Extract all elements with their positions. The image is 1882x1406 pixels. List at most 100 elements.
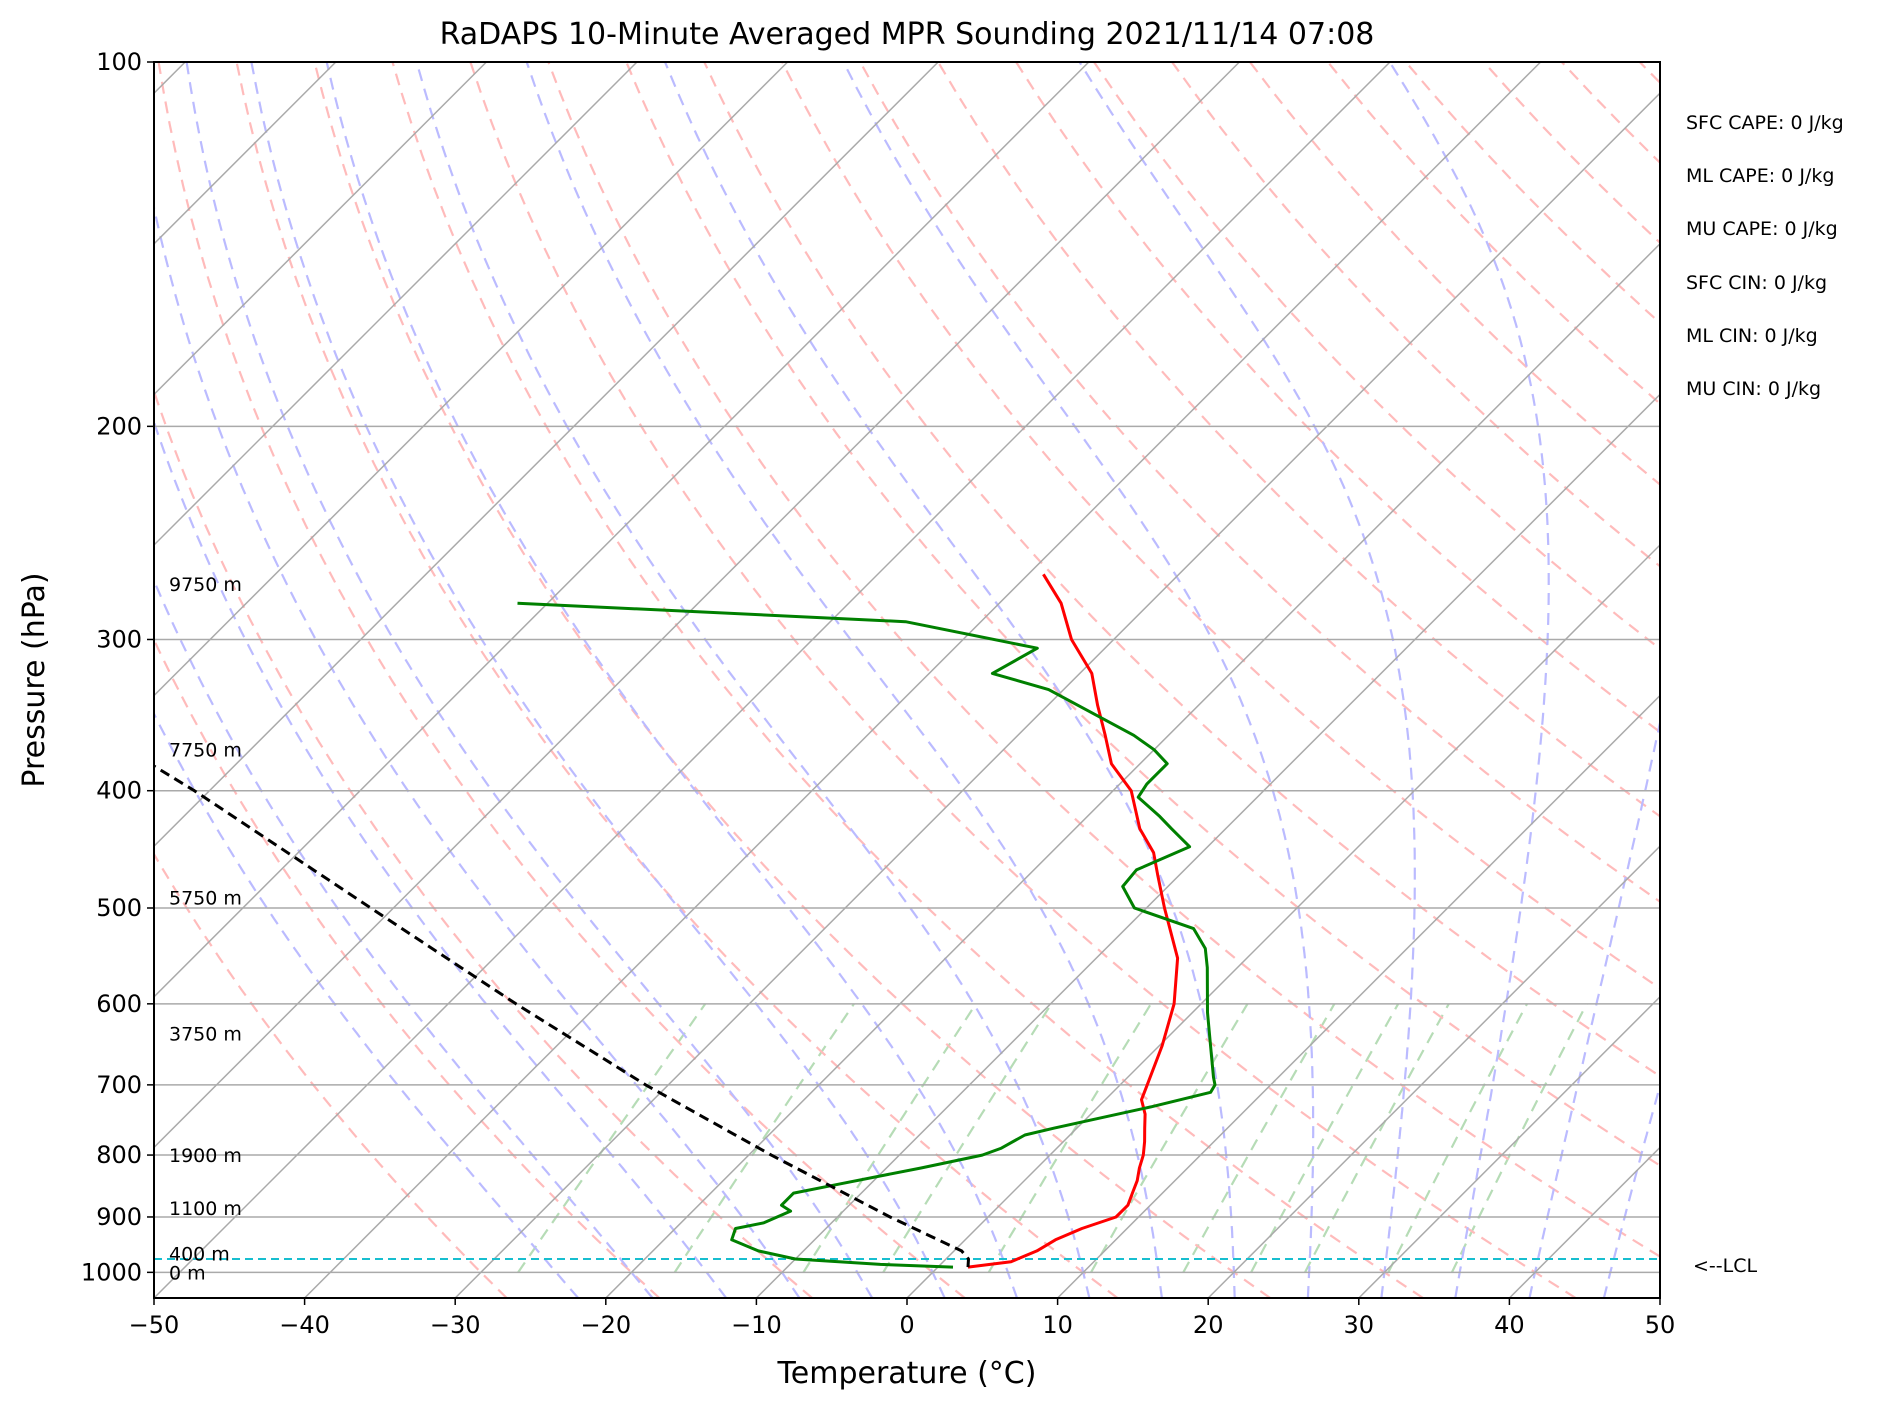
mu-cape-text: MU CAPE: 0 J/kg (1686, 218, 1838, 240)
y-tick-label: 100 (96, 48, 142, 76)
mixing-ratio-line (1304, 1003, 1450, 1273)
mixing-ratio-line (802, 1003, 977, 1273)
temperature-trace (967, 573, 1180, 1269)
dry-adiabat (781, 62, 1660, 990)
height-label: 1900 m (169, 1145, 242, 1167)
dry-adiabat (625, 62, 1660, 1167)
dry-adiabat (235, 62, 1119, 1298)
height-label: 400 m (169, 1244, 230, 1266)
moist-adiabat (842, 62, 1315, 1298)
mixing-ratio-line (673, 1003, 855, 1274)
moist-adiabat (663, 62, 1236, 1298)
plot-frame (153, 61, 1661, 1299)
moist-adiabat (325, 62, 1019, 1298)
mixing-ratio-line (1090, 1003, 1249, 1273)
isotherm-line (605, 242, 1660, 1298)
isotherm-line (906, 543, 1660, 1298)
moist-adiabats (154, 62, 1660, 1298)
x-axis-ticks: −50 −40 −30 −20 −10 0 10 20 30 40 50 (129, 1298, 1676, 1339)
sfc-cin-text: SFC CIN: 0 J/kg (1686, 272, 1827, 294)
dry-adiabat (154, 852, 508, 1298)
dry-adiabat (154, 637, 661, 1298)
y-tick-label: 700 (96, 1071, 142, 1099)
height-label: 1100 m (169, 1198, 242, 1220)
moist-adiabat (525, 62, 1163, 1298)
dry-adiabat (1796, 62, 1882, 1298)
dry-adiabat (1404, 62, 1660, 325)
x-tick-label: 0 (899, 1311, 914, 1339)
sfc-cape-text: SFC CAPE: 0 J/kg (1686, 112, 1844, 134)
moist-adiabat (185, 62, 874, 1298)
dry-adiabat (547, 62, 1660, 1258)
isotherm-line (1659, 1296, 1660, 1298)
y-tick-label: 900 (96, 1203, 142, 1231)
dry-adiabat (391, 62, 1424, 1298)
isotherm-line (454, 92, 1660, 1298)
x-tick-label: −20 (580, 1311, 631, 1339)
moist-adiabat (154, 418, 728, 1298)
isotherm-line (1358, 995, 1660, 1298)
ml-cape-text: ML CAPE: 0 J/kg (1686, 165, 1834, 187)
y-axis-ticks: 100 200 300 400 500 600 700 800 900 1000 (81, 48, 154, 1286)
moist-adiabat (1388, 62, 1550, 1298)
height-label: 9750 m (169, 574, 242, 596)
moist-adiabat (1528, 717, 1660, 1298)
lcl-label: <--LCL (1693, 1255, 1757, 1277)
x-tick-label: 20 (1193, 1311, 1224, 1339)
dry-adiabat (313, 62, 1271, 1298)
dry-adiabat (1015, 62, 1660, 734)
mixing-ratio-line (882, 1003, 1053, 1273)
isotherm-line (304, 62, 1542, 1298)
sounding-traces (154, 573, 1217, 1269)
mixing-ratio-line (1387, 1003, 1528, 1273)
dewpoint-trace (517, 601, 1217, 1269)
dry-adiabat (154, 387, 813, 1298)
pressure-gridlines (154, 62, 1660, 1274)
moist-adiabat (154, 578, 654, 1298)
dry-adiabat (1327, 62, 1660, 406)
ml-cin-text: ML CIN: 0 J/kg (1686, 325, 1818, 347)
y-tick-label: 800 (96, 1141, 142, 1169)
x-tick-label: −10 (731, 1311, 782, 1339)
x-tick-label: 40 (1494, 1311, 1525, 1339)
isotherm-line (1207, 845, 1660, 1298)
x-tick-label: −50 (129, 1311, 180, 1339)
dry-adiabat (157, 62, 966, 1298)
height-label: 7750 m (169, 740, 242, 762)
dry-adiabat (1560, 62, 1660, 165)
y-tick-label: 200 (96, 412, 142, 440)
chart-title: RaDAPS 10-Minute Averaged MPR Sounding 2… (440, 17, 1375, 52)
y-tick-label: 500 (96, 894, 142, 922)
mixing-ratio-lines (517, 1003, 1588, 1274)
isotherms (154, 62, 1660, 1298)
isotherm-line (154, 62, 1090, 998)
mixing-ratio-line (1182, 1003, 1336, 1273)
dry-adiabat (1249, 62, 1660, 487)
dry-adiabat (469, 62, 1577, 1298)
isotherm-line (154, 62, 1391, 1298)
moist-adiabat (250, 62, 946, 1298)
x-tick-label: 50 (1645, 1311, 1676, 1339)
height-labels: 9750 m 7750 m 5750 m 3750 m 1900 m 1100 m 400 … (169, 574, 242, 1284)
height-label: 3750 m (169, 1024, 242, 1046)
height-label: 0 m (169, 1262, 206, 1284)
x-axis-label: Temperature (°C) (777, 1356, 1037, 1391)
dry-adiabats (154, 62, 1882, 1298)
isotherm-line (154, 62, 789, 697)
y-tick-label: 300 (96, 625, 142, 653)
moist-adiabat (1078, 62, 1416, 1298)
isotherm-line (154, 62, 939, 848)
isotherm-line (154, 62, 487, 396)
moist-adiabat (415, 62, 1091, 1298)
y-tick-label: 600 (96, 990, 142, 1018)
isotherm-line (1057, 694, 1660, 1298)
isotherm-line (154, 62, 638, 547)
x-tick-label: −30 (430, 1311, 481, 1339)
y-tick-label: 1000 (81, 1258, 142, 1286)
parcel-trace (154, 764, 970, 1268)
dry-adiabat (1638, 62, 1660, 85)
height-label: 5750 m (169, 887, 242, 909)
isotherm-line (154, 62, 1240, 1149)
dry-adiabat (1171, 62, 1660, 568)
indices-panel: SFC CAPE: 0 J/kg ML CAPE: 0 J/kg MU CAPE… (1686, 112, 1844, 400)
